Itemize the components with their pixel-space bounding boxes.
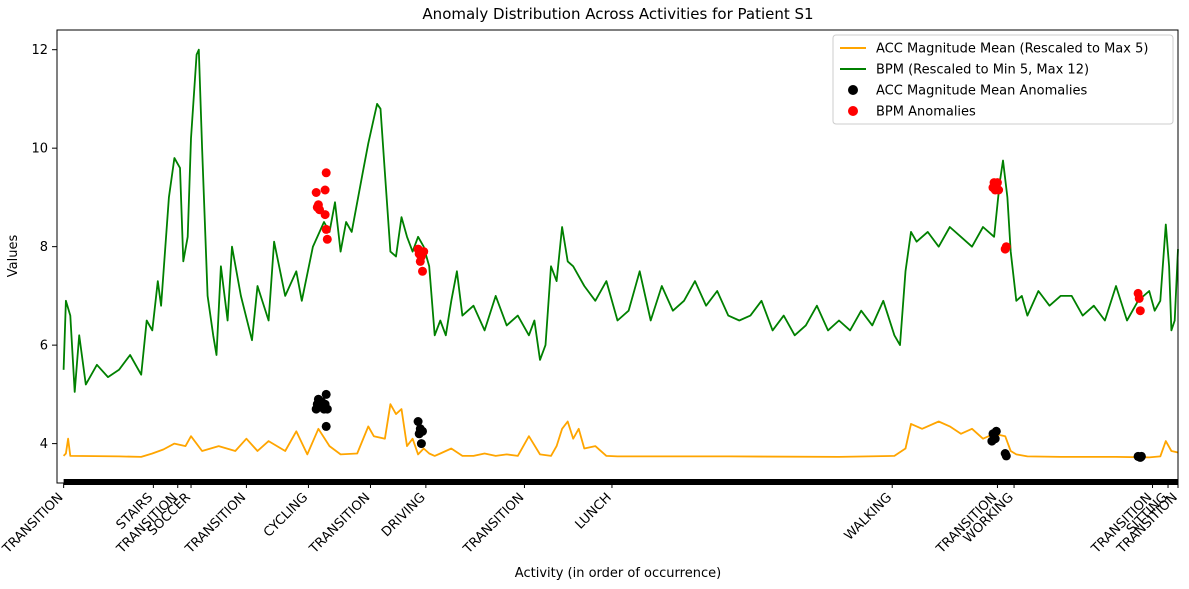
y-tick-label-0: 4 <box>40 437 48 452</box>
anomaly-point-3-0 <box>311 188 321 197</box>
x-tick-label-10: WALKING <box>842 490 895 543</box>
anomaly-point-2-7 <box>321 389 331 399</box>
legend-label-0: ACC Magnitude Mean (Rescaled to Max 5) <box>876 42 1148 57</box>
anomaly-point-3-5 <box>320 210 330 220</box>
anomaly-point-2-19 <box>991 426 1001 436</box>
anomaly-point-2-13 <box>416 439 426 449</box>
anomaly-point-3-8 <box>322 234 332 244</box>
anomaly-point-3-4 <box>320 185 330 195</box>
legend: ACC Magnitude Mean (Rescaled to Max 5) BP… <box>832 34 1174 125</box>
x-axis-label: Activity (in order of occurrence) <box>515 566 721 581</box>
y-tick-label-2: 8 <box>40 240 48 255</box>
legend-box <box>832 34 1174 125</box>
anomaly-point-2-24 <box>1136 451 1146 461</box>
anomaly-point-2-10 <box>413 417 423 426</box>
y-axis-label: Values <box>6 235 21 278</box>
legend-label-1: BPM (Rescaled to Min 5, Max 12) <box>876 63 1089 78</box>
x-tick-label-6: TRANSITION <box>306 490 373 557</box>
x-tick-label-8: TRANSITION <box>460 490 527 557</box>
y-tick-label-3: 10 <box>31 142 48 157</box>
anomaly-point-2-21 <box>1001 451 1011 461</box>
x-tick-label-7: DRIVING <box>379 490 429 540</box>
anomaly-point-2-8 <box>321 421 331 431</box>
y-tick-label-4: 12 <box>31 43 48 58</box>
x-tick-label-0: TRANSITION <box>0 490 66 557</box>
anomaly-point-3-24 <box>1134 293 1144 303</box>
anomaly-point-3-25 <box>1135 306 1145 316</box>
y-axis: 4 6 8 10 12 <box>31 43 57 452</box>
legend-swatch-2 <box>848 85 858 95</box>
anomaly-point-2-9 <box>322 404 332 414</box>
anomaly-point-2-14 <box>418 426 427 436</box>
x-tick-label-9: LUNCH <box>573 490 615 532</box>
x-axis: TRANSITION STAIRSTRANSITIONSOCCERTRANSITI… <box>0 483 1181 557</box>
anomaly-point-3-14 <box>419 247 429 257</box>
anomaly-point-3-20 <box>994 185 1004 195</box>
series-group <box>62 48 1179 485</box>
plot-frame <box>56 29 1179 484</box>
anomaly-point-2-18 <box>990 434 1000 444</box>
series-line-0 <box>62 403 1179 459</box>
anomaly-point-3-19 <box>992 178 1002 188</box>
y-tick-label-1: 6 <box>40 339 48 354</box>
anomaly-point-3-22 <box>1001 242 1011 252</box>
activity-band <box>63 479 1179 485</box>
chart-title: Anomaly Distribution Across Activities f… <box>422 5 813 23</box>
anomaly-point-3-6 <box>321 168 331 178</box>
legend-swatch-3 <box>848 106 858 116</box>
legend-label-3: BPM Anomalies <box>876 105 976 120</box>
x-tick-label-5: CYCLING <box>261 490 311 540</box>
anomaly-point-3-13 <box>418 266 427 276</box>
anomaly-point-3-7 <box>321 224 331 234</box>
legend-label-2: ACC Magnitude Mean Anomalies <box>876 84 1087 99</box>
